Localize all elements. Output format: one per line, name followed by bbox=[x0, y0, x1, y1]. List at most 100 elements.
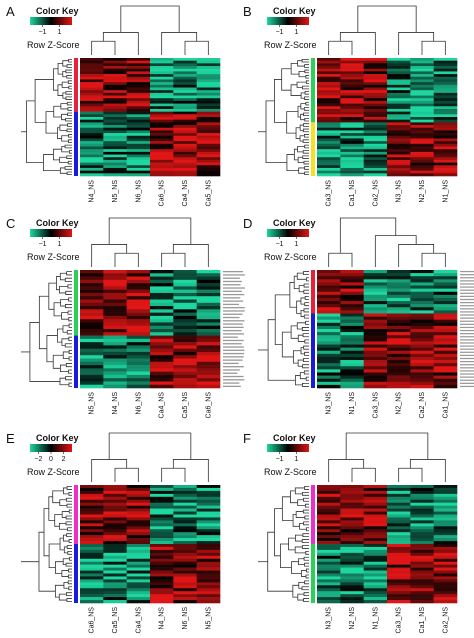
heatmap-cell bbox=[126, 529, 151, 533]
heatmap-cell bbox=[340, 173, 364, 177]
heatmap-cell bbox=[173, 508, 197, 512]
heatmap-cell bbox=[126, 299, 151, 304]
heatmap-cell bbox=[150, 374, 174, 379]
heatmap-cell bbox=[363, 363, 388, 367]
heatmap-cell bbox=[126, 520, 151, 524]
row-gene-label bbox=[460, 373, 474, 375]
heatmap-cell bbox=[80, 90, 104, 94]
column-label: N6_NS bbox=[135, 180, 142, 203]
heatmap-cell bbox=[150, 538, 174, 542]
heatmap-cell bbox=[173, 71, 197, 75]
heatmap-cell bbox=[340, 279, 364, 283]
heatmap-cell bbox=[173, 567, 197, 571]
heatmap-cell bbox=[150, 312, 174, 317]
heatmap-cell bbox=[363, 66, 388, 70]
heatmap-cell bbox=[363, 576, 388, 580]
heatmap-cell bbox=[433, 541, 458, 545]
heatmap-cell bbox=[103, 292, 127, 297]
row-dendrogram-branch bbox=[290, 84, 302, 96]
row-dendrogram-branch bbox=[297, 593, 305, 601]
heatmap-cell bbox=[433, 526, 458, 530]
heatmap-cell bbox=[410, 162, 434, 166]
heatmap-cell bbox=[363, 90, 388, 94]
heatmap-cell bbox=[150, 100, 174, 104]
row-dendrogram-branch bbox=[290, 490, 298, 504]
heatmap-cell bbox=[340, 535, 364, 539]
heatmap-cell bbox=[150, 151, 174, 155]
column-label: N5_NS bbox=[89, 392, 96, 415]
row-dendrogram-branch bbox=[68, 85, 72, 90]
heatmap-cell bbox=[387, 310, 411, 314]
heatmap-cell bbox=[150, 355, 174, 359]
heatmap-cell bbox=[126, 95, 151, 99]
heatmap-cell bbox=[173, 332, 197, 336]
heatmap-cell bbox=[196, 335, 221, 340]
heatmap-cell bbox=[410, 165, 434, 169]
heatmap-cell bbox=[363, 544, 388, 548]
heatmap-cell bbox=[340, 573, 364, 577]
heatmap-cell bbox=[387, 353, 411, 358]
row-dendrogram-branch bbox=[297, 499, 306, 507]
heatmap-cell bbox=[126, 348, 151, 353]
heatmap-cell bbox=[433, 291, 458, 296]
heatmap-cell bbox=[173, 92, 197, 96]
heatmap-cell bbox=[126, 493, 151, 498]
heatmap-cell bbox=[126, 371, 151, 376]
heatmap-cell bbox=[317, 95, 341, 99]
heatmap-cell bbox=[126, 517, 151, 521]
heatmap-cell bbox=[363, 535, 388, 539]
heatmap-cell bbox=[340, 84, 364, 88]
heatmap-cell bbox=[103, 273, 127, 277]
heatmap-cell bbox=[317, 558, 341, 562]
heatmap-cell bbox=[387, 381, 411, 386]
heatmap-cell bbox=[387, 552, 411, 557]
row-dendrogram-branch bbox=[303, 283, 309, 288]
heatmap-cell bbox=[196, 555, 221, 560]
heatmap-cell bbox=[173, 526, 197, 530]
heatmap-cell bbox=[103, 108, 127, 112]
column-label: N3_NS bbox=[326, 607, 333, 630]
row-dendrogram-branch bbox=[68, 369, 72, 374]
heatmap-cell bbox=[173, 502, 197, 506]
heatmap-cell bbox=[126, 309, 151, 313]
heatmap-cell bbox=[173, 523, 197, 527]
row-gene-label bbox=[223, 320, 245, 322]
heatmap-cell bbox=[173, 312, 197, 317]
heatmap-cell bbox=[340, 363, 364, 367]
row-dendrogram-branch bbox=[68, 349, 72, 354]
row-dendrogram-branch bbox=[65, 562, 72, 567]
heatmap-cell bbox=[340, 558, 364, 562]
heatmap-cell bbox=[150, 74, 174, 78]
heatmap-cell bbox=[150, 173, 174, 177]
heatmap-cell bbox=[80, 576, 104, 580]
heatmap-cell bbox=[433, 350, 458, 355]
heatmap-cell bbox=[363, 316, 388, 320]
heatmap-cell bbox=[340, 143, 364, 147]
heatmap-cell bbox=[196, 146, 221, 150]
heatmap-cell bbox=[150, 299, 174, 304]
heatmap-cell bbox=[387, 313, 411, 317]
row-dendrogram-branch bbox=[61, 511, 70, 518]
column-label: N1_NS bbox=[349, 392, 356, 415]
heatmap-cell bbox=[317, 366, 341, 370]
heatmap-cell bbox=[433, 335, 458, 339]
heatmap-cell bbox=[150, 79, 174, 83]
row-dendrogram-branch bbox=[63, 487, 69, 495]
heatmap-cell bbox=[387, 66, 411, 70]
heatmap-cell bbox=[317, 347, 341, 352]
row-gene-label bbox=[460, 289, 474, 291]
heatmap-cell bbox=[150, 490, 174, 495]
row-dendrogram-branch bbox=[48, 543, 61, 568]
row-dendrogram-branch bbox=[54, 514, 63, 527]
heatmap-cell bbox=[433, 82, 458, 86]
heatmap-cell bbox=[433, 288, 458, 293]
heatmap-cell bbox=[387, 505, 411, 509]
heatmap-cell bbox=[317, 363, 341, 367]
heatmap-cell bbox=[150, 332, 174, 336]
heatmap-cell bbox=[340, 157, 364, 161]
heatmap-cell bbox=[410, 546, 434, 551]
heatmap-cell bbox=[196, 490, 221, 495]
heatmap-cell bbox=[363, 74, 388, 78]
heatmap-cell bbox=[173, 111, 197, 115]
